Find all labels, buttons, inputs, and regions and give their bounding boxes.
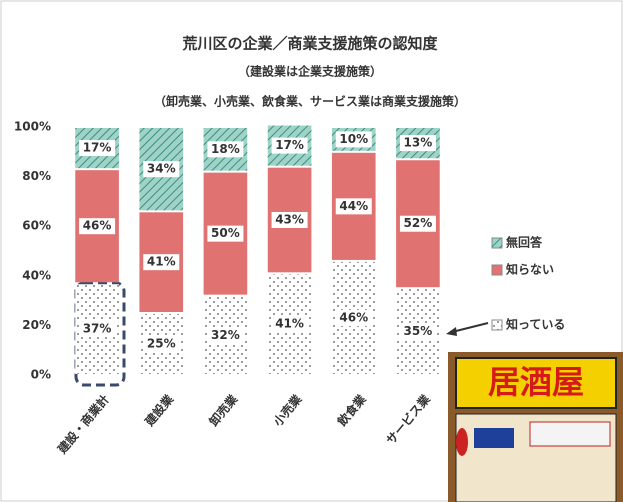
data-label: 46% [339,310,368,324]
data-label: 37% [83,322,112,336]
label-bg [271,137,308,154]
data-label: 43% [275,213,304,227]
y-tick-label: 20% [22,318,51,332]
label-bg [143,336,180,352]
label-bg [207,141,244,158]
label-bg [271,212,308,228]
y-tick-label: 0% [31,368,51,382]
data-label: 34% [147,162,176,176]
data-label: 17% [275,138,304,152]
data-label: 35% [404,324,433,338]
label-bg [143,254,180,271]
data-label: 41% [147,255,176,269]
data-label: 17% [83,141,112,155]
label-bg [207,327,244,344]
sign-text: 居酒屋 [488,363,584,401]
data-label: 10% [339,132,368,146]
data-label: 52% [404,216,433,230]
legend-label: 無回答 [506,235,543,250]
label-bg [399,323,436,340]
data-label: 25% [147,337,176,351]
legend-swatch-pattern [492,320,502,330]
label-bg [143,161,180,178]
legend-swatch [491,264,503,276]
arrow-head [446,327,457,336]
y-tick-label: 100% [14,120,51,134]
data-label: 50% [211,226,240,240]
label-bg [207,225,244,242]
label-bg [79,140,116,157]
data-label: 44% [339,199,368,213]
legend-label: 知っている [505,317,565,332]
subtitle: （建設業は企業支援施策） [238,64,382,79]
data-label: 13% [404,136,433,150]
y-tick-label: 40% [22,268,51,282]
y-tick-label: 60% [22,219,51,233]
data-label: 46% [83,219,112,233]
data-label: 32% [211,328,240,342]
data-label: 41% [275,317,304,331]
label-bg [79,321,116,338]
label-bg [335,131,372,148]
legend-label: 知らない [505,262,554,277]
label-bg [271,316,308,333]
label-bg [335,309,372,326]
label-bg [335,198,372,215]
data-label: 18% [211,142,240,156]
arrow [451,322,489,333]
y-tick-label: 80% [22,169,51,183]
chart-title: 荒川区の企業／商業支援施策の認知度 [182,35,438,53]
label-bg [399,215,436,232]
legend-swatch-pattern [492,238,502,248]
label-bg [399,135,436,152]
label-bg [79,218,116,235]
subtitle: （卸売業、小売業、飲食業、サービス業は商業支援施策） [154,94,466,109]
illustration: 居酒屋 [448,352,623,502]
